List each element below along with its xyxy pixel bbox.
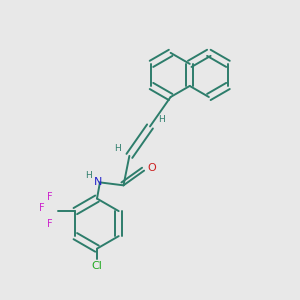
Text: O: O	[147, 163, 156, 173]
Text: H: H	[85, 170, 92, 179]
Text: N: N	[93, 177, 102, 187]
Text: F: F	[47, 192, 53, 202]
Text: F: F	[39, 202, 44, 213]
Text: H: H	[158, 115, 165, 124]
Text: H: H	[114, 144, 121, 153]
Text: Cl: Cl	[92, 261, 102, 271]
Text: F: F	[47, 219, 53, 229]
